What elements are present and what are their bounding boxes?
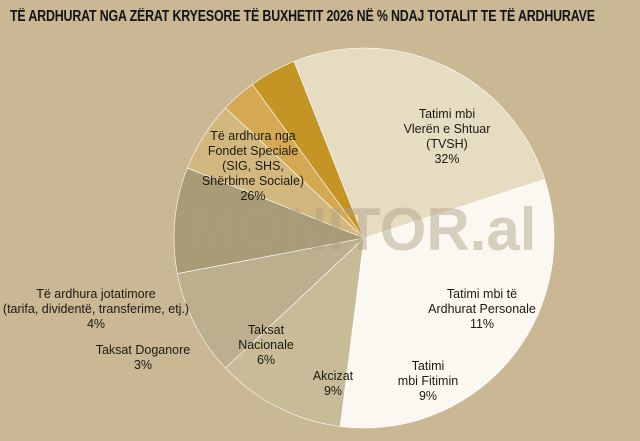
chart-title: TË ARDHURAT NGA ZËRAT KRYESORE TË BUXHET… — [10, 8, 595, 25]
slice-label-5: Taksat Doganore 3% — [96, 343, 191, 372]
pie-slices — [173, 47, 555, 429]
slice-label-0: Tatimi mbi Vlerën e Shtuar (TVSH) 32% — [404, 107, 491, 166]
slice-label-2: Tatimi mbi Fitimin 9% — [398, 359, 458, 403]
slice-label-1: Tatimi mbi të Ardhurat Personale 11% — [428, 287, 536, 331]
pie-slice-2 — [177, 237, 365, 369]
pie-slice-0 — [339, 178, 555, 429]
slice-label-3: Akcizat 9% — [313, 369, 354, 398]
slice-label-4: Taksat Nacionale 6% — [238, 323, 294, 367]
slice-labels: Tatimi mbi Vlerën e Shtuar (TVSH) 32% Tatimi… — [3, 107, 536, 403]
watermark: MONITOR.al — [188, 196, 537, 263]
slice-label-6: Të ardhura jotatimore (tarifa, dividentë,… — [3, 287, 189, 331]
pie-slice-1 — [225, 237, 365, 427]
pie-slice-3 — [173, 167, 366, 274]
slice-label-7: Të ardhura nga Fondet Speciale (SIG, SHS, S… — [202, 129, 304, 203]
pie-slice-7 — [293, 47, 546, 239]
